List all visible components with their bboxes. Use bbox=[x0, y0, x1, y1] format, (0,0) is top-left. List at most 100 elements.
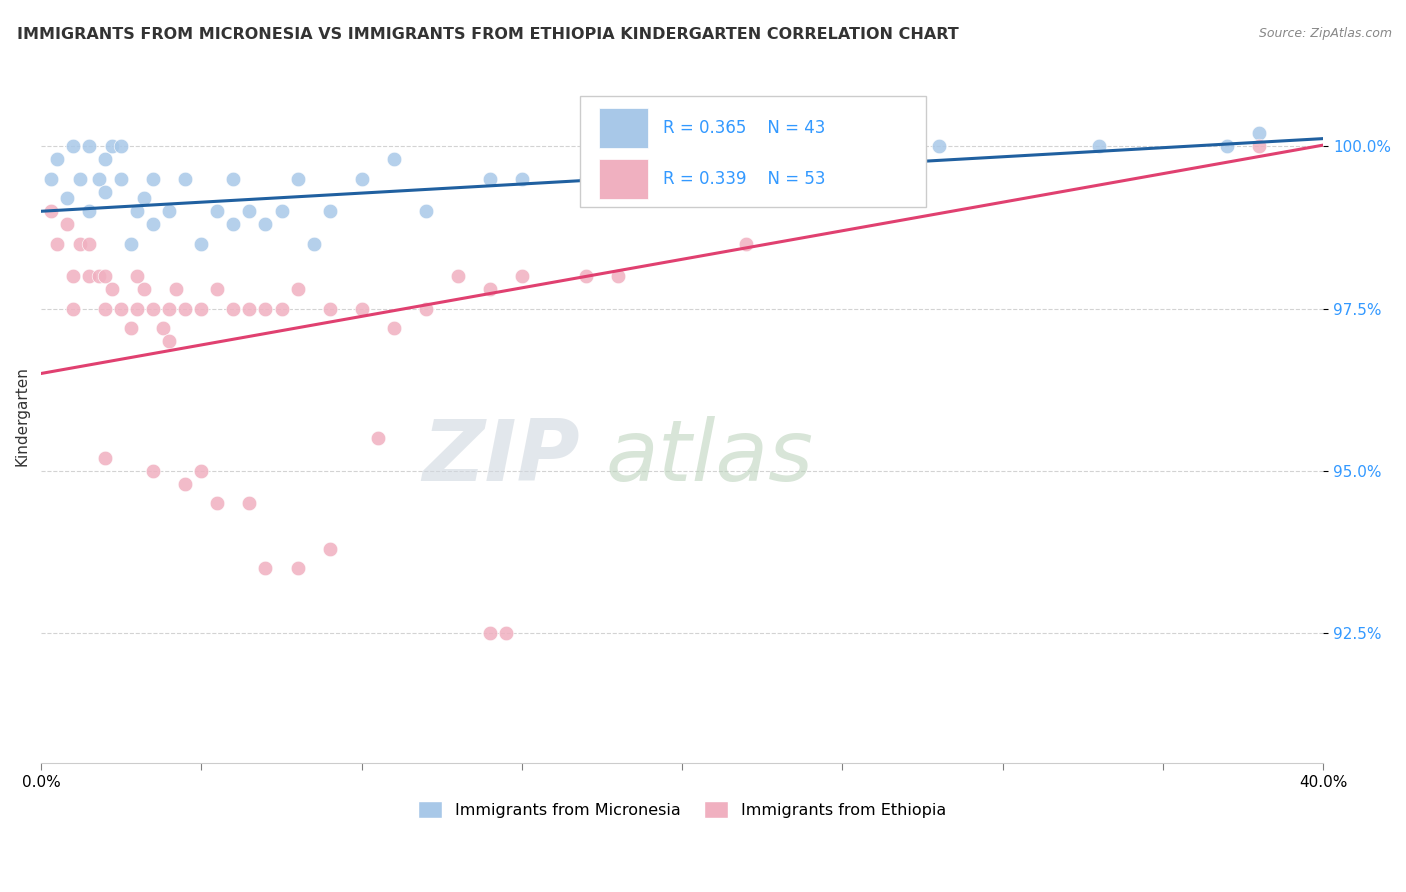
Point bbox=[127, 204, 149, 219]
Point bbox=[110, 171, 132, 186]
Point bbox=[238, 496, 260, 510]
Point bbox=[207, 204, 229, 219]
Point bbox=[495, 626, 517, 640]
Point bbox=[238, 204, 260, 219]
Point bbox=[575, 269, 598, 284]
Point bbox=[77, 204, 100, 219]
Point bbox=[270, 204, 292, 219]
Point bbox=[415, 301, 437, 316]
Point bbox=[55, 191, 77, 205]
Point bbox=[62, 269, 84, 284]
Point bbox=[415, 204, 437, 219]
Point bbox=[607, 269, 630, 284]
Point bbox=[478, 282, 501, 296]
Point bbox=[110, 139, 132, 153]
Point bbox=[207, 496, 229, 510]
Point bbox=[287, 282, 309, 296]
Point bbox=[142, 464, 165, 478]
Point bbox=[100, 139, 122, 153]
Point bbox=[382, 321, 405, 335]
Point bbox=[254, 301, 277, 316]
Point bbox=[1216, 139, 1239, 153]
Point bbox=[735, 139, 758, 153]
Text: Source: ZipAtlas.com: Source: ZipAtlas.com bbox=[1258, 27, 1392, 40]
Point bbox=[238, 301, 260, 316]
Point bbox=[510, 171, 533, 186]
Point bbox=[350, 301, 373, 316]
Point bbox=[165, 282, 187, 296]
Point bbox=[638, 153, 661, 167]
Point bbox=[190, 301, 212, 316]
Point bbox=[207, 282, 229, 296]
Point bbox=[77, 236, 100, 251]
Text: atlas: atlas bbox=[605, 416, 813, 499]
Point bbox=[152, 321, 174, 335]
Point bbox=[142, 301, 165, 316]
Point bbox=[100, 282, 122, 296]
Point bbox=[69, 236, 91, 251]
Point bbox=[120, 321, 142, 335]
Text: R = 0.365    N = 43: R = 0.365 N = 43 bbox=[664, 120, 825, 137]
FancyBboxPatch shape bbox=[599, 108, 648, 148]
Point bbox=[94, 269, 117, 284]
Point bbox=[142, 217, 165, 231]
Point bbox=[1088, 139, 1111, 153]
Point bbox=[39, 171, 62, 186]
Point bbox=[87, 269, 110, 284]
Point bbox=[1249, 127, 1271, 141]
Point bbox=[367, 431, 389, 445]
Point bbox=[62, 301, 84, 316]
Point bbox=[222, 171, 245, 186]
Point bbox=[120, 236, 142, 251]
Point bbox=[62, 139, 84, 153]
Point bbox=[190, 464, 212, 478]
Point bbox=[510, 269, 533, 284]
Point bbox=[287, 171, 309, 186]
Point bbox=[928, 139, 950, 153]
Point bbox=[222, 301, 245, 316]
Point bbox=[318, 204, 340, 219]
Point bbox=[142, 171, 165, 186]
Point bbox=[132, 282, 155, 296]
Point bbox=[735, 236, 758, 251]
Point bbox=[270, 301, 292, 316]
Point bbox=[110, 301, 132, 316]
Point bbox=[39, 204, 62, 219]
Point bbox=[87, 171, 110, 186]
Point bbox=[382, 153, 405, 167]
Text: R = 0.339    N = 53: R = 0.339 N = 53 bbox=[664, 169, 825, 188]
Text: ZIP: ZIP bbox=[422, 416, 579, 499]
Y-axis label: Kindergarten: Kindergarten bbox=[15, 366, 30, 466]
Point bbox=[127, 269, 149, 284]
Point bbox=[77, 139, 100, 153]
Point bbox=[254, 561, 277, 575]
Point bbox=[447, 269, 470, 284]
Point bbox=[287, 561, 309, 575]
Point bbox=[302, 236, 325, 251]
Point bbox=[94, 185, 117, 199]
Point bbox=[190, 236, 212, 251]
Point bbox=[127, 301, 149, 316]
Text: IMMIGRANTS FROM MICRONESIA VS IMMIGRANTS FROM ETHIOPIA KINDERGARTEN CORRELATION : IMMIGRANTS FROM MICRONESIA VS IMMIGRANTS… bbox=[17, 27, 959, 42]
Point bbox=[46, 236, 69, 251]
Point bbox=[318, 541, 340, 556]
Point bbox=[94, 301, 117, 316]
Point bbox=[157, 204, 180, 219]
Point bbox=[350, 171, 373, 186]
Point bbox=[1249, 139, 1271, 153]
Point bbox=[69, 171, 91, 186]
Point bbox=[671, 139, 693, 153]
FancyBboxPatch shape bbox=[599, 159, 648, 199]
FancyBboxPatch shape bbox=[579, 96, 925, 207]
Point bbox=[157, 334, 180, 348]
Point bbox=[174, 476, 197, 491]
Point bbox=[157, 301, 180, 316]
Legend: Immigrants from Micronesia, Immigrants from Ethiopia: Immigrants from Micronesia, Immigrants f… bbox=[412, 795, 953, 824]
Point bbox=[318, 301, 340, 316]
Point bbox=[77, 269, 100, 284]
Point bbox=[478, 626, 501, 640]
Point bbox=[46, 153, 69, 167]
Point bbox=[478, 171, 501, 186]
Point bbox=[174, 301, 197, 316]
Point bbox=[174, 171, 197, 186]
